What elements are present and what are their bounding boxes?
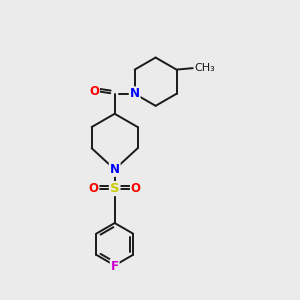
Text: S: S [110, 182, 119, 195]
Text: F: F [111, 260, 119, 272]
Text: N: N [130, 87, 140, 100]
Text: CH₃: CH₃ [194, 63, 215, 73]
Text: O: O [89, 85, 99, 98]
Text: O: O [131, 182, 141, 195]
Text: O: O [88, 182, 98, 195]
Text: N: N [110, 163, 120, 176]
